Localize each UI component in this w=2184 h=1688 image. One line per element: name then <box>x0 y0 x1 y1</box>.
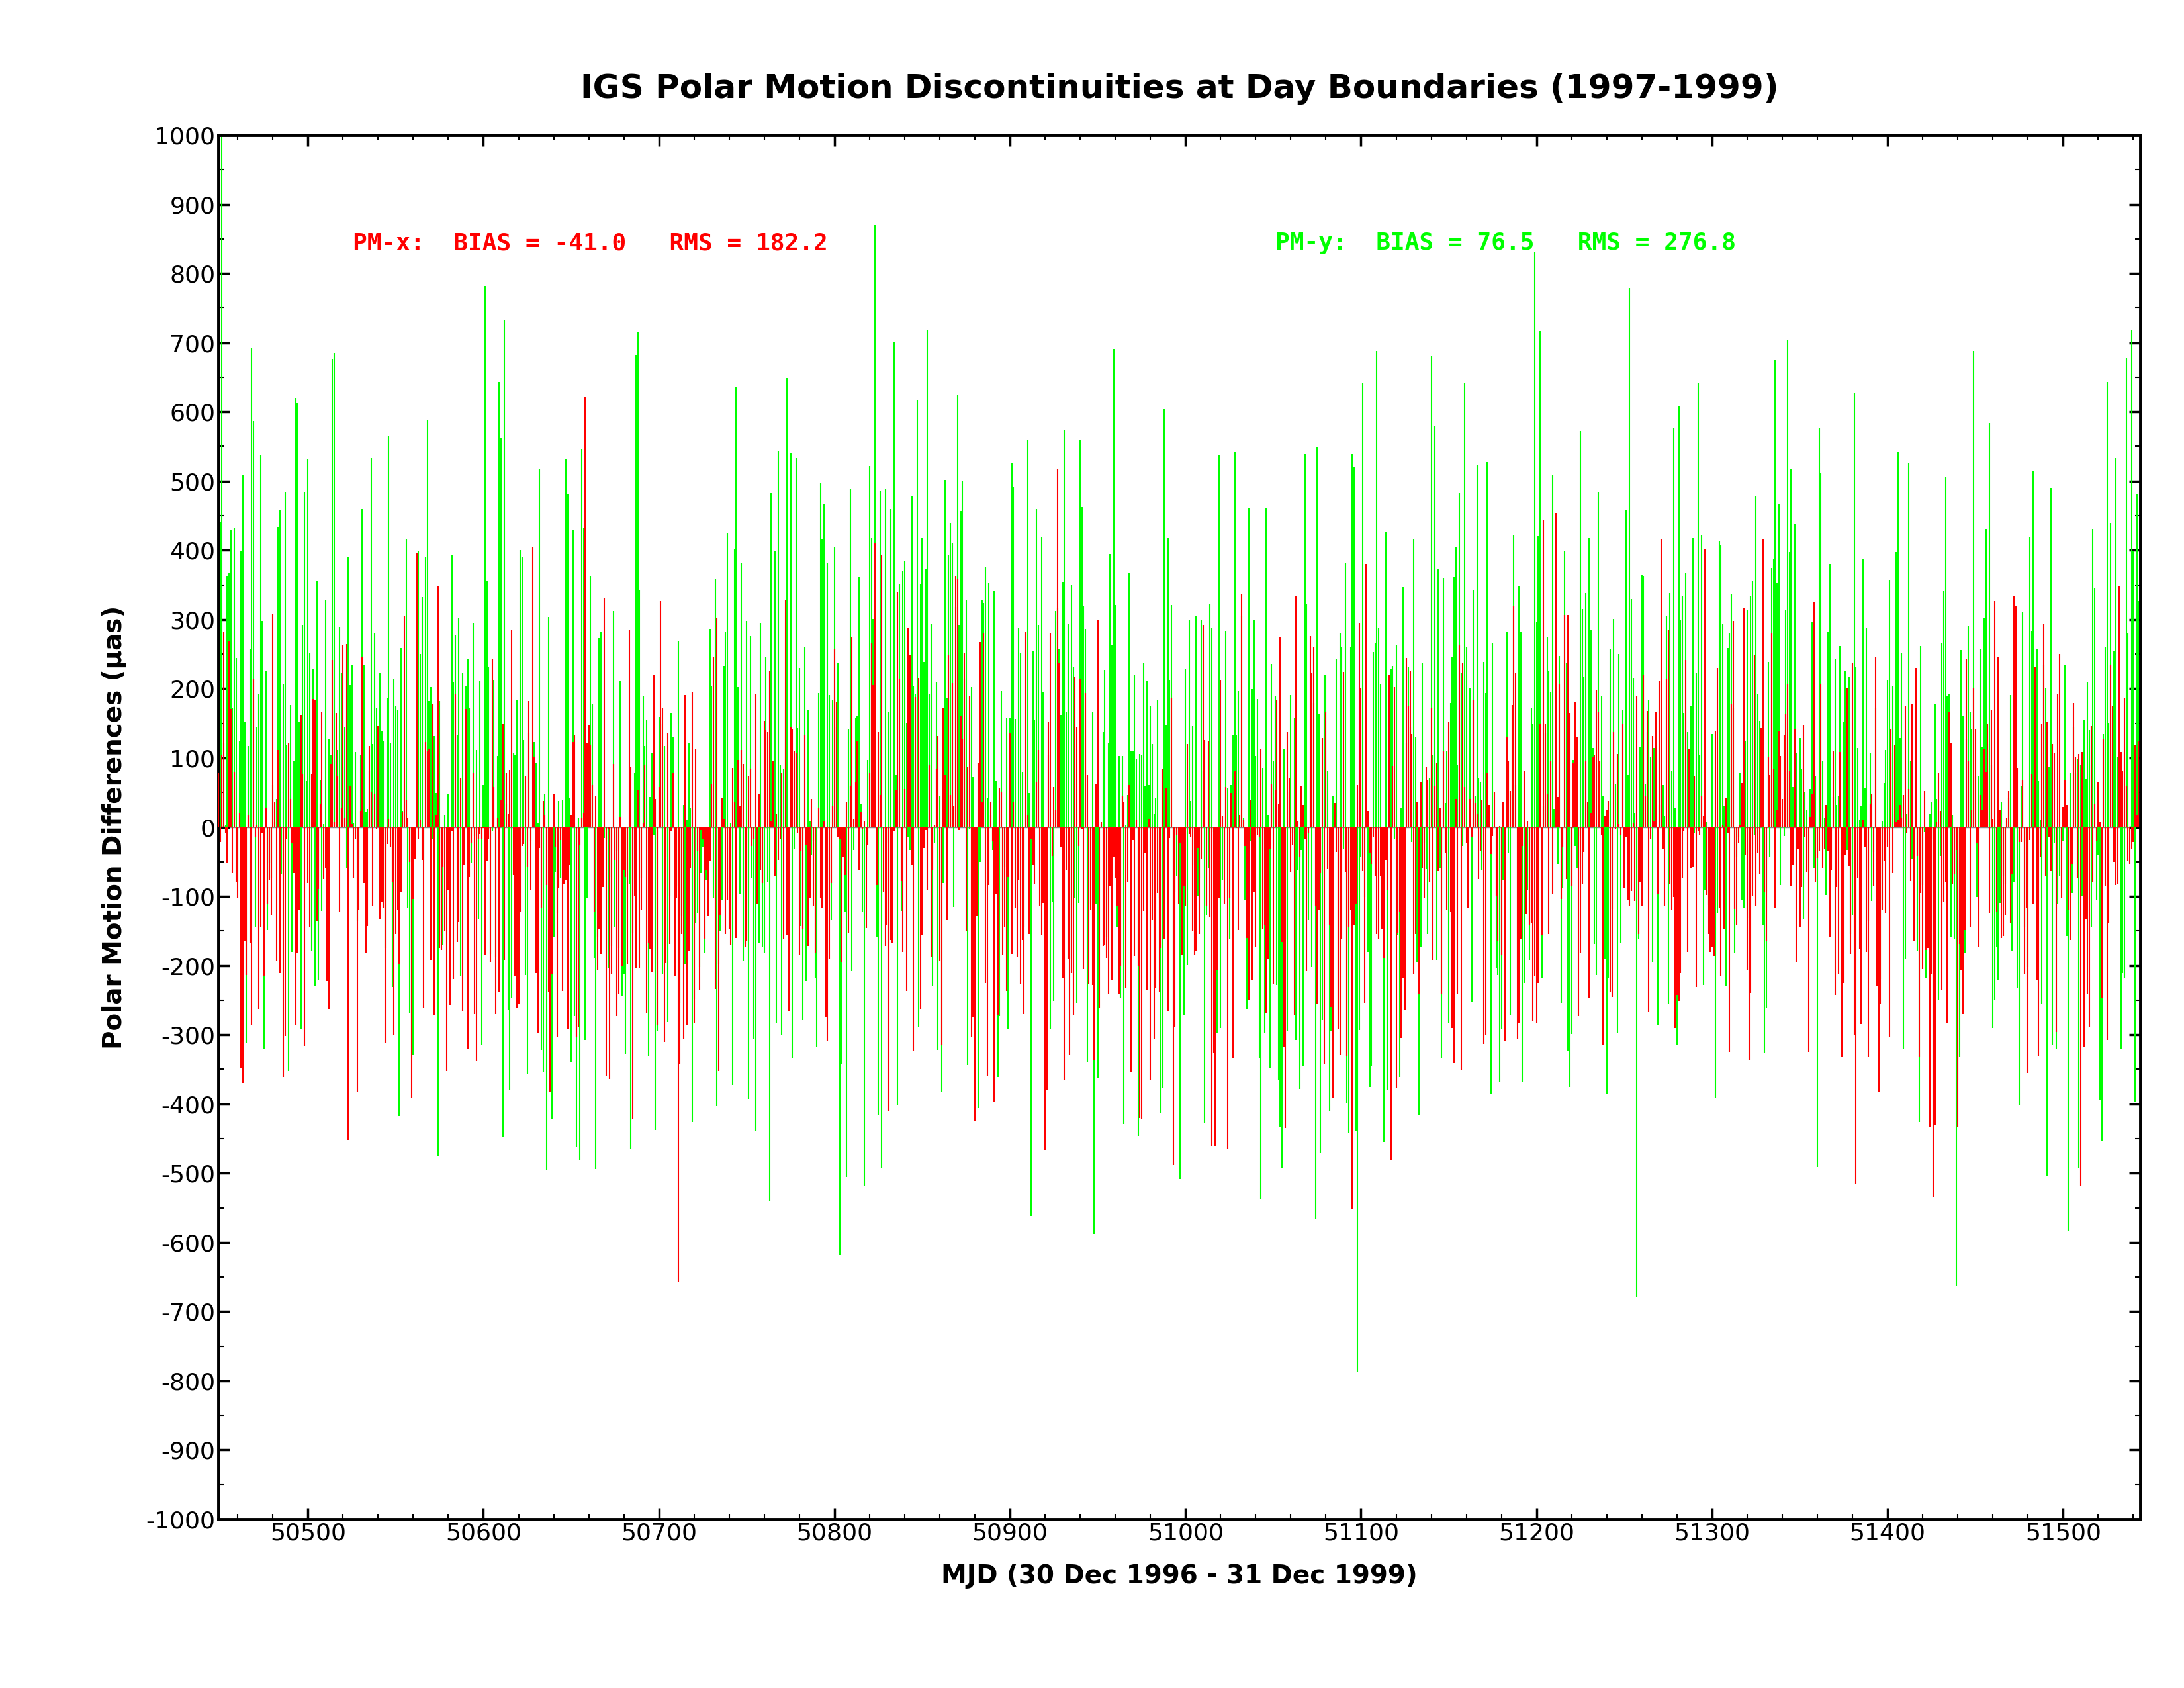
Text: PM-x:  BIAS = -41.0   RMS = 182.2: PM-x: BIAS = -41.0 RMS = 182.2 <box>354 231 828 255</box>
Title: IGS Polar Motion Discontinuities at Day Boundaries (1997-1999): IGS Polar Motion Discontinuities at Day … <box>581 73 1778 105</box>
Y-axis label: Polar Motion Differences (μas): Polar Motion Differences (μas) <box>103 606 127 1048</box>
X-axis label: MJD (30 Dec 1996 - 31 Dec 1999): MJD (30 Dec 1996 - 31 Dec 1999) <box>941 1563 1417 1588</box>
Text: PM-y:  BIAS = 76.5   RMS = 276.8: PM-y: BIAS = 76.5 RMS = 276.8 <box>1275 231 1736 255</box>
